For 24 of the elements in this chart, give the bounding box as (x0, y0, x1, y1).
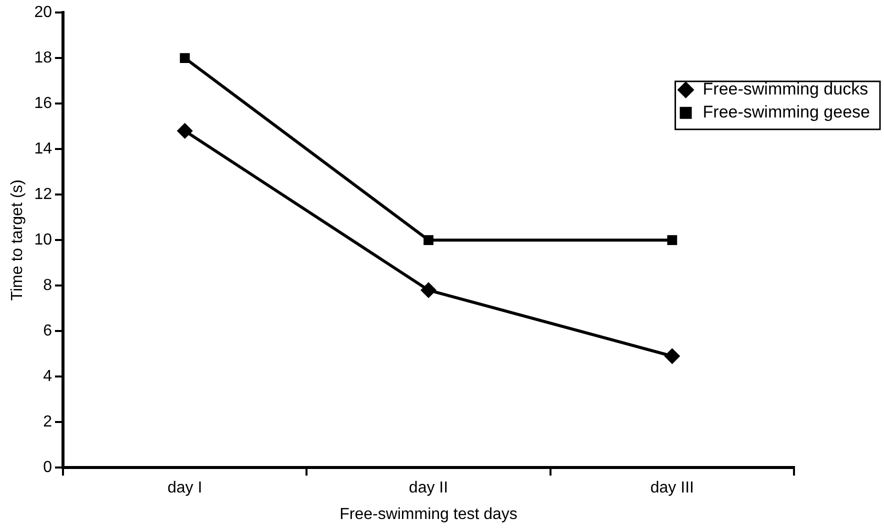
y-tick-label: 14 (34, 140, 52, 158)
y-tick-label: 20 (34, 4, 52, 22)
legend-label: Free-swimming ducks (702, 80, 868, 99)
y-tick-label: 8 (43, 277, 52, 294)
point (180, 53, 190, 64)
y-tick-label: 16 (34, 95, 52, 112)
point (424, 235, 434, 246)
y-tick-label: 0 (43, 459, 52, 476)
x-tick-label: day II (408, 480, 448, 497)
y-tick-label: 10 (34, 232, 52, 249)
point (420, 282, 436, 298)
x-tick-label: day III (650, 480, 694, 497)
point (176, 122, 193, 139)
y-tick-label: 12 (34, 186, 52, 204)
y-axis-title: Time to target (s) (9, 179, 26, 301)
point (667, 235, 678, 246)
y-tick-label: 2 (43, 414, 52, 431)
legend-label: Free-swimming geese (702, 102, 870, 122)
point (664, 348, 680, 364)
y-tick-label: 18 (34, 50, 52, 67)
y-tick-label: 6 (43, 322, 52, 340)
y-tick-label: 4 (43, 368, 52, 386)
x-tick-label: day I (167, 480, 202, 497)
x-axis-title: Free-swimming test days (340, 506, 518, 523)
